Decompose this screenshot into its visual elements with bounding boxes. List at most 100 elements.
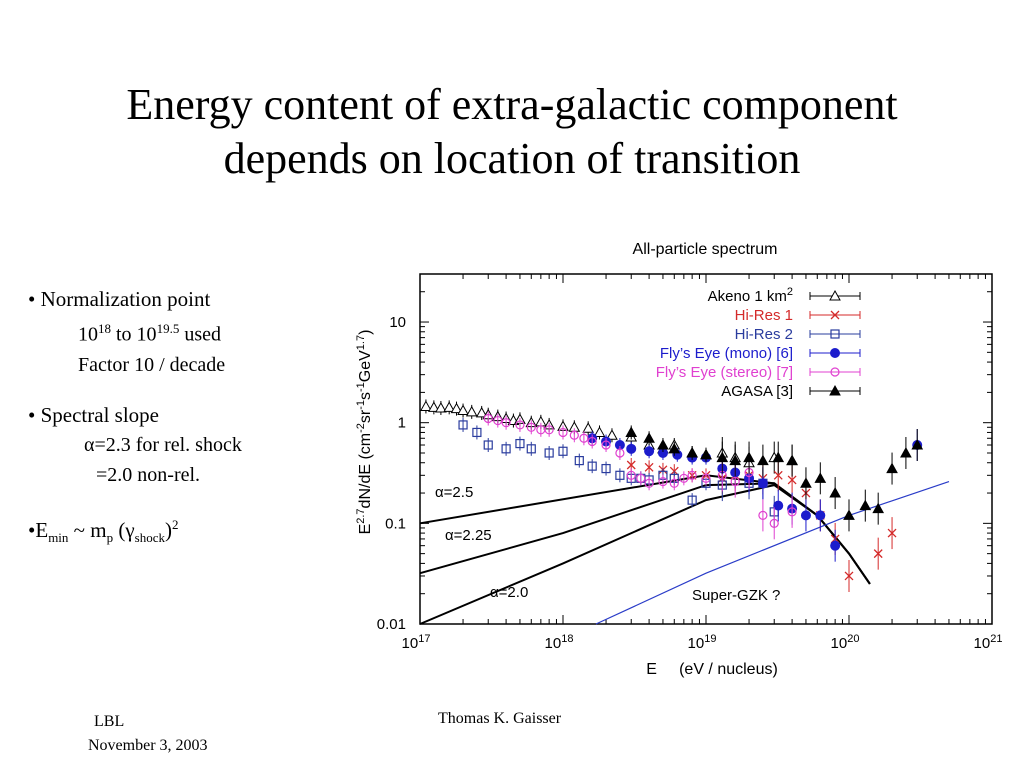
- data-point: [769, 518, 779, 528]
- legend-marker: [830, 310, 840, 320]
- bullet-normalization: • Normalization point: [28, 287, 211, 311]
- data-point: [435, 401, 447, 413]
- model-curves: α=2.5 α=2.25 α=2.0 Super-GZK ?: [419, 474, 950, 625]
- data-point: [829, 487, 841, 498]
- axis-ticks: [419, 273, 992, 625]
- y-tick-label: 0.1: [385, 515, 406, 532]
- data-point: [587, 436, 597, 447]
- data-point: [626, 470, 636, 480]
- data-point: [716, 451, 729, 463]
- legend-entry: Hi-Res 1: [735, 307, 793, 324]
- data-point: [544, 448, 554, 458]
- data-point: [574, 456, 584, 466]
- data-point: [757, 478, 768, 489]
- data-point: [687, 470, 697, 480]
- data-point: [587, 461, 597, 471]
- x-tick-label: 1021: [974, 633, 1003, 652]
- data-point: [544, 425, 554, 435]
- data-point: [669, 478, 679, 488]
- data-point: [844, 571, 854, 581]
- data-point: [593, 426, 606, 437]
- data-point: [872, 502, 885, 514]
- footer-author: Thomas K. Gaisser: [438, 710, 562, 727]
- data-point: [515, 438, 525, 449]
- x-tick-label: 1017: [402, 633, 431, 652]
- data-point: [787, 475, 797, 485]
- data-point: [475, 406, 488, 418]
- data-point: [815, 510, 826, 521]
- model-curve-label: α=2.25: [445, 527, 492, 544]
- data-point: [859, 499, 872, 511]
- data-point: [758, 510, 768, 520]
- y-tick-label: 1: [398, 415, 406, 432]
- model-curve-label: α=2.5: [435, 484, 473, 501]
- data-point: [636, 473, 646, 483]
- data-point: [800, 477, 812, 488]
- data-point: [900, 446, 912, 458]
- y-tick-label: 0.01: [377, 616, 406, 633]
- y-tick-labels: 0.01 0.1 1 10: [377, 314, 406, 633]
- data-points: [420, 399, 924, 592]
- data-point: [493, 415, 503, 426]
- data-point: [601, 463, 611, 474]
- data-point: [457, 404, 469, 416]
- normalization-factor: Factor 10 / decade: [78, 353, 226, 376]
- legend-marker: [830, 367, 840, 377]
- data-point: [515, 420, 525, 430]
- data-point: [601, 440, 611, 450]
- footer-date: November 3, 2003: [88, 737, 208, 754]
- bullet-spectral-slope: • Spectral slope: [28, 402, 159, 427]
- data-point: [501, 444, 511, 454]
- data-point: [887, 528, 897, 538]
- data-point: [428, 401, 440, 412]
- data-point: [644, 462, 654, 472]
- data-point: [773, 470, 783, 480]
- slope-relativistic: α=2.3 for rel. shock: [84, 433, 242, 456]
- footer-org: LBL: [94, 713, 125, 730]
- data-point: [657, 438, 669, 450]
- data-point: [644, 446, 655, 457]
- footer-left: LBL November 3, 2003: [88, 710, 208, 758]
- legend-marker: [830, 329, 840, 339]
- data-point: [483, 440, 493, 450]
- data-point: [911, 438, 924, 450]
- legend: Akeno 1 km2 Hi-Res 1 Hi-Res 2 Fly’s Eye (mo…: [656, 286, 861, 400]
- title-line-1: Energy content of extra-galactic compone…: [126, 80, 898, 129]
- slope-nonrelativistic: =2.0 non-rel.: [96, 463, 201, 486]
- data-point: [786, 454, 798, 466]
- data-point: [686, 446, 698, 458]
- data-point: [558, 446, 568, 456]
- legend-marker: [830, 348, 840, 358]
- super-gzk-label: Super-GZK ?: [692, 587, 780, 604]
- data-point: [526, 422, 536, 432]
- data-point: [582, 422, 595, 433]
- legend-entry: AGASA [3]: [721, 383, 793, 400]
- bullet-list: • Normalization point 1018 to 1019.5 use…: [28, 284, 328, 553]
- data-point: [458, 420, 468, 430]
- data-point: [729, 454, 742, 466]
- data-point: [579, 433, 589, 443]
- legend-marker: [829, 384, 841, 396]
- x-tick-label: 1020: [831, 633, 860, 652]
- data-point: [757, 454, 769, 466]
- data-point: [643, 432, 655, 443]
- data-point: [873, 549, 883, 559]
- chart-title: All-particle spectrum: [633, 241, 778, 258]
- data-point: [787, 507, 797, 517]
- data-point: [730, 476, 740, 487]
- data-point: [615, 448, 625, 458]
- data-point: [501, 418, 511, 428]
- normalization-range: 1018 to 1019.5 used: [78, 321, 221, 346]
- data-point: [687, 495, 697, 505]
- data-point: [450, 402, 463, 414]
- data-point: [625, 426, 638, 437]
- legend-entry: Akeno 1 km2: [708, 286, 793, 305]
- bullet-emin-formula: •Emin ~ mp (γshock)2: [28, 516, 179, 545]
- data-point: [644, 478, 654, 488]
- data-point: [626, 443, 637, 454]
- data-point: [558, 427, 568, 438]
- x-tick-label: 1018: [545, 633, 574, 652]
- data-point: [773, 500, 784, 511]
- legend-entry: Fly’s Eye (stereo) [7]: [656, 364, 793, 381]
